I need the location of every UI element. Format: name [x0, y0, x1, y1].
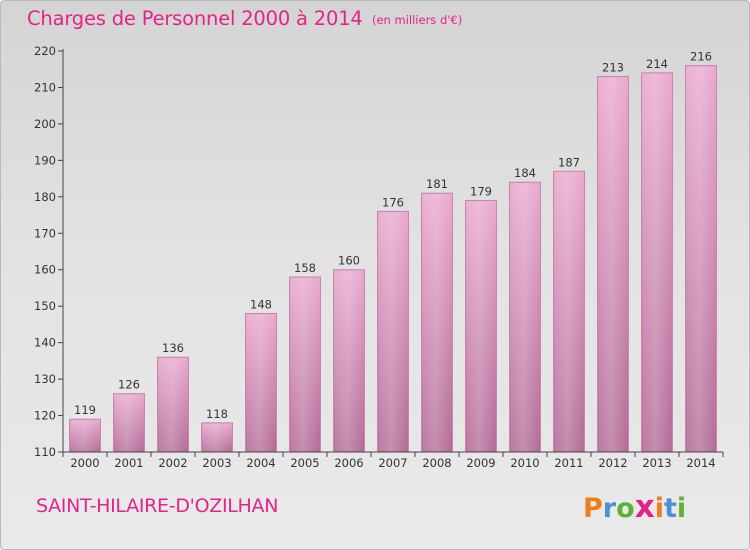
y-tick-label: 220 — [34, 44, 56, 58]
x-tick-label: 2012 — [598, 456, 627, 470]
x-tick-label: 2010 — [510, 456, 539, 470]
y-tick-label: 150 — [34, 299, 56, 313]
y-tick-label: 140 — [34, 336, 56, 350]
commune-name: SAINT-HILAIRE-D'OZILHAN — [36, 495, 279, 517]
x-tick-label: 2013 — [642, 456, 671, 470]
y-tick-label: 130 — [34, 372, 56, 386]
value-label-2014: 216 — [690, 50, 712, 64]
bars — [69, 65, 717, 453]
bar-shine-2014 — [686, 66, 716, 452]
x-tick-label: 2002 — [158, 456, 187, 470]
y-tick-label: 190 — [34, 153, 56, 167]
x-tick-label: 2003 — [202, 456, 231, 470]
value-label-2006: 160 — [338, 254, 360, 268]
value-label-2000: 119 — [74, 403, 96, 417]
x-axis: 2000 2001 2002 2003 2004 2005 2006 2007 2008 2009… — [62, 451, 724, 470]
x-tick-label: 2001 — [114, 456, 143, 470]
bar-shine-2013 — [642, 73, 672, 452]
y-tick-label: 120 — [34, 409, 56, 423]
value-label-2008: 181 — [426, 177, 448, 191]
y-tick-label: 210 — [34, 80, 56, 94]
x-tick-label: 2011 — [554, 456, 583, 470]
bar-shine-2009 — [466, 201, 496, 452]
y-tick-label: 170 — [34, 226, 56, 240]
logo-letter: i — [676, 493, 687, 524]
x-tick-label: 2000 — [70, 456, 99, 470]
value-label-2009: 179 — [470, 184, 492, 198]
bar-shine-2010 — [510, 183, 540, 452]
bar-shine-2006 — [334, 270, 364, 452]
value-label-2007: 176 — [382, 195, 404, 209]
x-tick-label: 2009 — [466, 456, 495, 470]
bar-shine-2007 — [378, 212, 408, 452]
x-tick-label: 2005 — [290, 456, 319, 470]
y-tick-label: 110 — [34, 445, 56, 459]
y-tick-label: 160 — [34, 263, 56, 277]
value-label-2002: 136 — [162, 341, 184, 355]
bar-shine-2003 — [202, 423, 232, 452]
value-label-2005: 158 — [294, 261, 316, 275]
logo-letter: t — [663, 493, 677, 524]
logo-letter: P — [583, 493, 603, 524]
logo-letter: i — [654, 493, 664, 524]
bar-shine-2005 — [290, 278, 320, 452]
value-labels: 119 126 136 118 148 158 160 176 181 179 184 187 213 2… — [74, 50, 712, 421]
x-tick-label: 2014 — [686, 456, 715, 470]
logo-letter: r — [602, 493, 617, 524]
bar-shine-2001 — [114, 394, 144, 452]
logo-letter: o — [616, 493, 635, 524]
x-tick-label: 2004 — [246, 456, 275, 470]
chart-subtitle: (en milliers d'€) — [372, 13, 463, 27]
bar-shine-2000 — [70, 420, 100, 452]
y-axis: 110 120 130 140 150 160 170 180 190 200 210 220 — [34, 44, 64, 459]
bar-shine-2012 — [598, 77, 628, 452]
y-tick-label: 180 — [34, 190, 56, 204]
bar-shine-2004 — [246, 314, 276, 452]
logo-letter: x — [634, 489, 655, 525]
x-tick-label: 2007 — [378, 456, 407, 470]
bar-shine-2002 — [158, 358, 188, 452]
value-label-2001: 126 — [118, 378, 140, 392]
value-label-2004: 148 — [250, 297, 272, 311]
value-label-2010: 184 — [514, 166, 536, 180]
bar-shine-2011 — [554, 172, 584, 453]
x-tick-label: 2008 — [422, 456, 451, 470]
value-label-2011: 187 — [558, 155, 580, 169]
value-label-2003: 118 — [206, 407, 228, 421]
bar-shine-2008 — [422, 194, 452, 452]
proxiti-logo[interactable]: Proxiti — [583, 489, 693, 525]
value-label-2013: 214 — [646, 57, 668, 71]
value-label-2012: 213 — [602, 61, 624, 75]
y-tick-label: 200 — [34, 117, 56, 131]
chart-title: Charges de Personnel 2000 à 2014 — [27, 7, 363, 30]
x-tick-label: 2006 — [334, 456, 363, 470]
